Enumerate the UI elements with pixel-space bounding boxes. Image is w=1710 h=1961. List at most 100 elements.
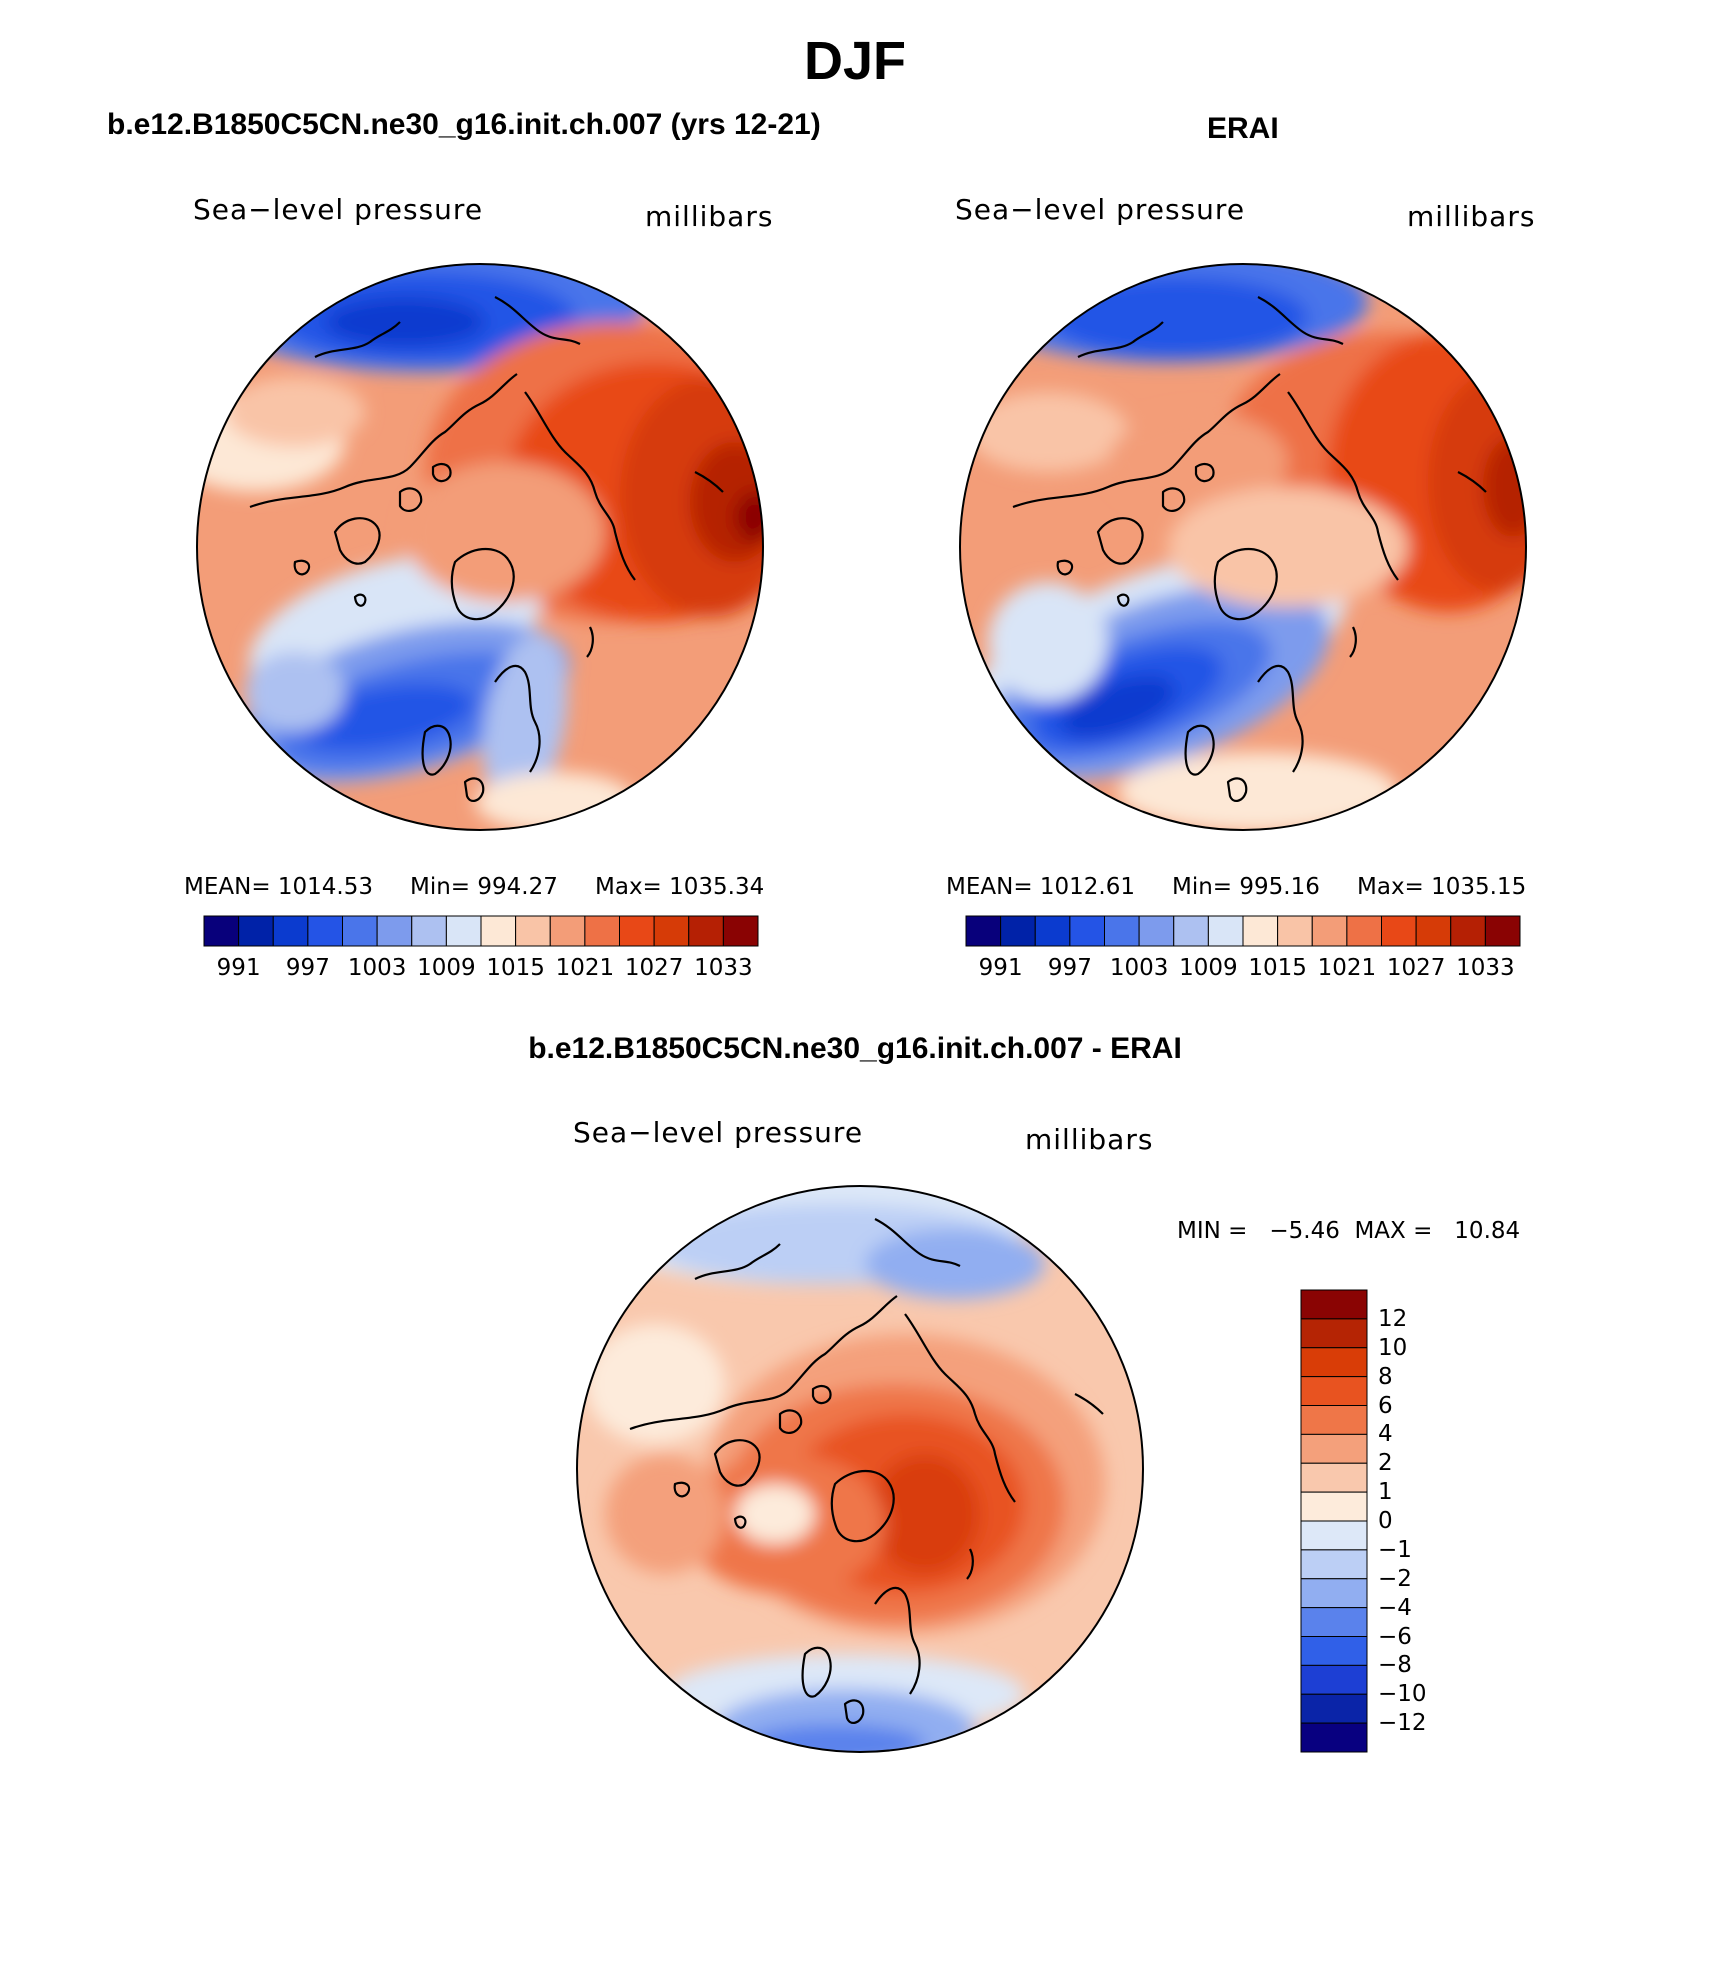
colorbar-swatch [1300,1607,1368,1637]
colorbar-swatch [1300,1722,1368,1753]
coastline [333,517,381,565]
colorbar-swatch [1300,1491,1368,1522]
coastline [966,1548,974,1580]
colorbar-swatch [342,915,378,947]
colorbar-swatch [1300,1433,1368,1464]
colorbar-swatch [515,915,551,947]
colorbar-tick-label: 1033 [694,955,753,981]
coastline [1116,593,1130,607]
coastline [830,1469,895,1543]
colorbar-swatch [1300,1318,1368,1349]
panel-2-mean: MEAN= 1012.61 [946,874,1136,900]
panel-1-min: Min= 994.27 [410,874,558,900]
coastline [586,626,594,658]
coastline [398,487,423,512]
coastline [874,1218,961,1267]
colorbar-swatch [1173,915,1209,947]
contour-region [968,392,1128,472]
map-boundary [959,263,1527,831]
colorbar-swatch [1450,915,1486,947]
panel-2-max: Max= 1035.15 [1357,874,1527,900]
colorbar-swatch [1300,1376,1368,1406]
colorbar-tick-label: 1027 [1386,955,1446,981]
colorbar-tick-label: −4 [1378,1594,1412,1621]
colorbar-swatch [1138,915,1175,947]
colorbar-swatch [272,915,309,947]
colorbar-tick-label: 2 [1378,1450,1393,1477]
contour-region [735,1484,815,1544]
coastline [811,1384,832,1405]
colorbar-swatch [584,915,620,947]
colorbar-tick-label: 1009 [1179,955,1238,981]
coastline [713,1439,761,1487]
coastline [1012,373,1281,509]
coastline [314,321,401,358]
colorbar-tick-label: 1015 [486,955,545,981]
coastline [1226,777,1248,802]
colorbar-swatch [1277,915,1313,947]
panel-1-colorbar [203,915,759,947]
colorbar-tick-label: −8 [1378,1652,1412,1679]
coastline [843,1699,865,1724]
colorbar-swatch [1069,915,1105,947]
figure-title: DJF [803,31,906,91]
coastline [1184,724,1215,776]
panel-3-minmax: MIN = −5.46 MAX = 10.84 [1177,1218,1521,1244]
colorbar-tick-label: 991 [216,955,261,981]
colorbar-tick-label: −12 [1378,1710,1427,1737]
panel-3-units: millibars [1025,1123,1154,1156]
coastline [421,724,452,776]
colorbar-tick-label: 12 [1378,1305,1408,1332]
colorbar-tick-label: 1027 [624,955,684,981]
contour-region [988,582,1108,702]
contour-region [1060,675,1176,739]
colorbar-swatch [1300,1636,1368,1666]
colorbar-tick-label: 4 [1378,1421,1393,1448]
contour-region [1048,277,1308,357]
colorbar-swatch [1381,915,1417,947]
colorbar-swatch [1300,1462,1368,1493]
colorbar-tick-label: 1009 [417,955,476,981]
colorbar-tick-label: 1003 [347,955,407,981]
colorbar-swatch [1300,1405,1368,1435]
colorbar-swatch [480,915,517,947]
panel-1-title: b.e12.B1850C5CN.ne30_g16.init.ch.007 (yr… [107,108,821,141]
panel-1-map [196,263,764,831]
coastline [353,593,367,607]
colorbar-swatch [445,915,482,947]
contour-region [475,772,635,830]
colorbar-swatch [1346,915,1382,947]
colorbar-tick-label: −2 [1378,1565,1412,1592]
colorbar-swatch [1300,1347,1368,1378]
panel-2-map [959,263,1527,831]
contour-region [605,1454,725,1574]
coastline [1349,626,1357,658]
coastline [874,1586,921,1695]
panel-2-min: Min= 995.16 [1172,874,1320,900]
panel-3-colorbar [1300,1289,1368,1753]
colorbar-tick-label: −1 [1378,1536,1412,1563]
contour-region [585,1324,725,1444]
colorbar-swatch [1207,915,1244,947]
coastline [673,1481,691,1498]
colorbar-swatch [1300,1289,1368,1320]
contour-region [245,652,345,732]
colorbar-tick-label: 1015 [1248,955,1307,981]
colorbar-tick-label: 1021 [1317,955,1377,981]
colorbar-swatch [1000,915,1036,947]
colorbar-tick-label: −10 [1378,1681,1427,1708]
contour-region [690,442,763,562]
contour-region [870,1454,980,1574]
panel-1-max: Max= 1035.34 [595,874,765,900]
coastline [249,373,518,509]
colorbar-swatch [1311,915,1348,947]
panel-2-colorbar-ticks: 991 997 1003 1009 1015 1021 1027 1033 [966,955,1520,985]
colorbar-swatch [203,915,240,947]
contour-region [1108,412,1288,512]
colorbar-swatch [722,915,759,947]
colorbar-swatch [238,915,274,947]
colorbar-tick-label: 8 [1378,1363,1393,1390]
colorbar-tick-label: 991 [978,955,1023,981]
coastline [1257,296,1344,345]
panel-3-variable: Sea−level pressure [573,1116,864,1149]
